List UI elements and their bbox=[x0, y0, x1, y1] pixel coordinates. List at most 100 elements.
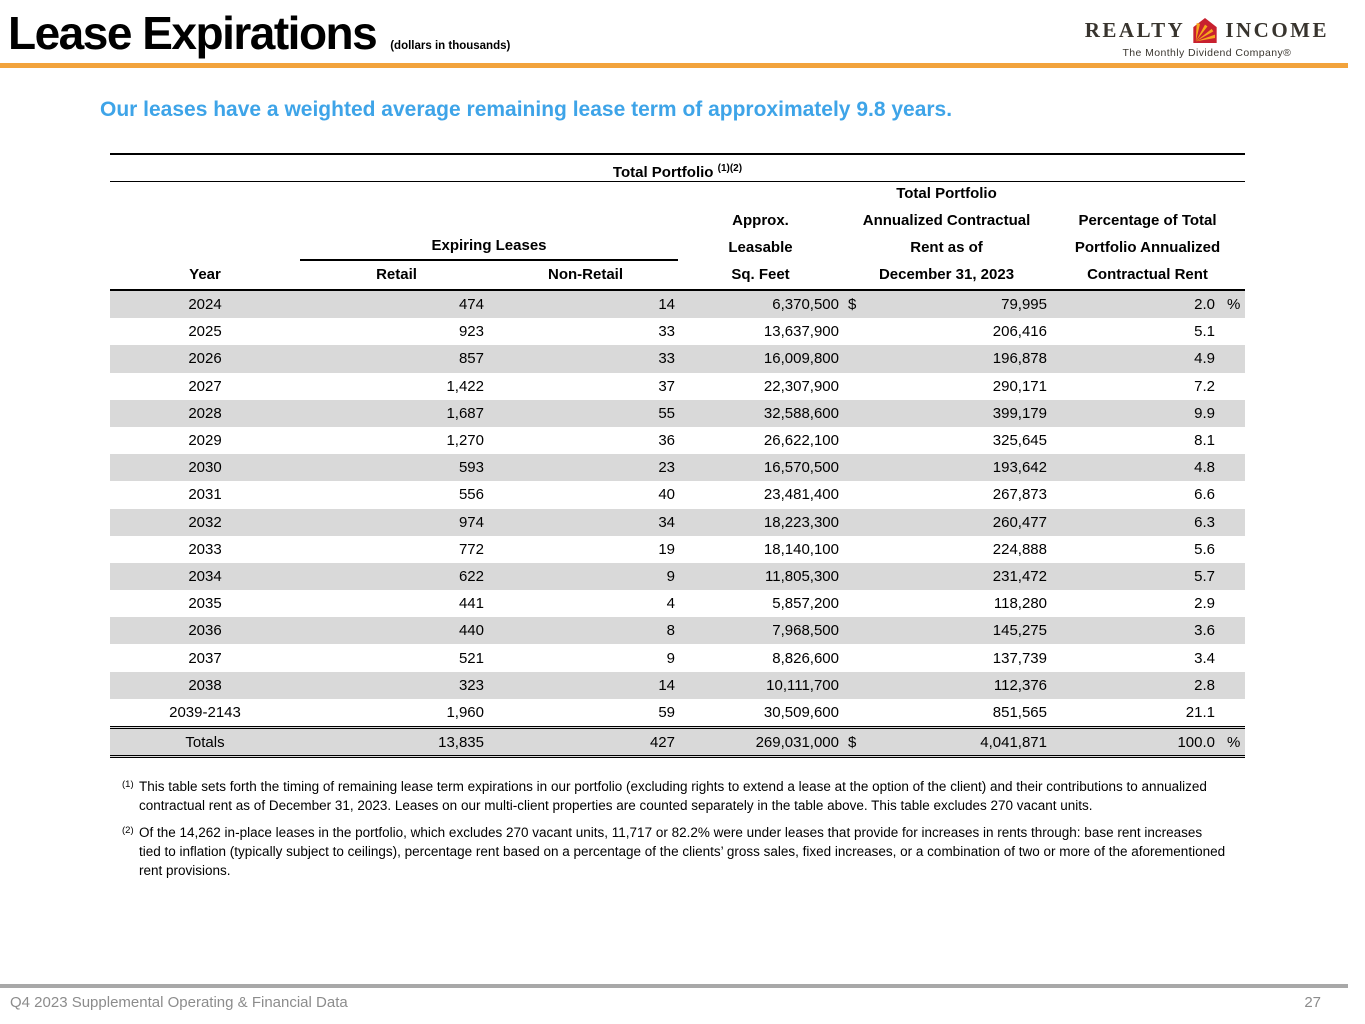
table-row: 2037 521 9 8,826,600 137,739 3.4 bbox=[110, 644, 1245, 671]
table-row: 2036 440 8 7,968,500 145,275 3.6 bbox=[110, 617, 1245, 645]
retail-cell: 474 bbox=[458, 296, 484, 314]
retail-cell: 1,960 bbox=[446, 703, 484, 721]
pct-cell: 4.8 bbox=[1194, 459, 1215, 477]
sqft-cell: 32,588,600 bbox=[763, 404, 839, 422]
rent-cell: 4,041,871 bbox=[980, 733, 1047, 751]
year-cell: 2032 bbox=[188, 513, 222, 531]
sqft-cell: 8,826,600 bbox=[772, 649, 839, 667]
col-header-retail: Retail bbox=[376, 266, 417, 283]
table-row: 2032 974 34 18,223,300 260,477 6.3 bbox=[110, 508, 1245, 536]
retail-cell: 923 bbox=[458, 323, 484, 341]
logo-tagline: The Monthly Dividend Company® bbox=[1122, 47, 1292, 59]
nonretail-cell: 9 bbox=[666, 649, 675, 667]
retail-cell: 974 bbox=[458, 513, 484, 531]
nonretail-cell: 55 bbox=[658, 404, 675, 422]
pct-cell: 5.1 bbox=[1194, 323, 1215, 341]
totals-row: Totals 13,835 427 269,031,000 $4,041,871 100.… bbox=[110, 726, 1245, 758]
sqft-cell: 26,622,100 bbox=[763, 432, 839, 450]
table-row: 2035 441 4 5,857,200 118,280 2.9 bbox=[110, 590, 1245, 617]
table-row: 2029 1,270 36 26,622,100 325,645 8.1 bbox=[110, 427, 1245, 454]
sqft-cell: 18,223,300 bbox=[763, 513, 839, 531]
rent-cell: 137,739 bbox=[992, 649, 1047, 667]
sqft-cell: 22,307,900 bbox=[763, 377, 839, 395]
page-number: 27 bbox=[1304, 994, 1321, 1011]
percent-sign: % bbox=[1227, 296, 1241, 314]
sqft-cell: 18,140,100 bbox=[763, 540, 839, 558]
table-body: 2024 474 14 6,370,500 $79,995 2.0% 2025 923 33 13… bbox=[110, 291, 1245, 758]
year-cell: 2025 bbox=[188, 323, 222, 341]
table-row: 2034 622 9 11,805,300 231,472 5.7 bbox=[110, 562, 1245, 591]
sqft-cell: 13,637,900 bbox=[763, 323, 839, 341]
table-row: 2025 923 33 13,637,900 206,416 5.1 bbox=[110, 318, 1245, 345]
pct-cell: 3.4 bbox=[1194, 649, 1215, 667]
rent-cell: 325,645 bbox=[992, 432, 1047, 450]
year-cell: 2035 bbox=[188, 595, 222, 613]
retail-cell: 1,422 bbox=[446, 377, 484, 395]
table-row: 2026 857 33 16,009,800 196,878 4.9 bbox=[110, 345, 1245, 373]
pct-cell: 6.6 bbox=[1194, 486, 1215, 504]
rent-cell: 399,179 bbox=[992, 404, 1047, 422]
nonretail-cell: 59 bbox=[658, 703, 675, 721]
nonretail-cell: 23 bbox=[658, 459, 675, 477]
rent-cell: 206,416 bbox=[992, 323, 1047, 341]
expiring-leases-label: Expiring Leases bbox=[300, 232, 678, 261]
pct-cell: 2.8 bbox=[1194, 676, 1215, 694]
sqft-cell: 16,009,800 bbox=[763, 350, 839, 368]
retail-cell: 521 bbox=[458, 649, 484, 667]
nonretail-cell: 4 bbox=[666, 595, 675, 613]
nonretail-cell: 34 bbox=[658, 513, 675, 531]
table-row: 2031 556 40 23,481,400 267,873 6.6 bbox=[110, 481, 1245, 508]
page-header: Lease Expirations (dollars in thousands)… bbox=[0, 0, 1365, 68]
retail-cell: 857 bbox=[458, 350, 484, 368]
pct-cell: 7.2 bbox=[1194, 377, 1215, 395]
footnote-1-marker: (1) bbox=[122, 779, 134, 790]
sqft-cell: 5,857,200 bbox=[772, 595, 839, 613]
year-cell: 2033 bbox=[188, 540, 222, 558]
pct-cell: 100.0 bbox=[1177, 733, 1215, 751]
footnotes: (1) This table sets forth the timing of … bbox=[122, 778, 1227, 880]
sqft-cell: 30,509,600 bbox=[763, 703, 839, 721]
table-row: 2038 323 14 10,111,700 112,376 2.8 bbox=[110, 671, 1245, 699]
intro-statement: Our leases have a weighted average remai… bbox=[100, 98, 953, 121]
dollars-note: (dollars in thousands) bbox=[390, 40, 511, 52]
house-sunrise-icon bbox=[1193, 18, 1217, 43]
rent-cell: 196,878 bbox=[992, 350, 1047, 368]
lease-expirations-table: Total Portfolio (1)(2) Year Expiring Lea… bbox=[110, 153, 1245, 758]
pct-cell: 2.9 bbox=[1194, 595, 1215, 613]
footnote-2-text: Of the 14,262 in-place leases in the por… bbox=[139, 825, 1226, 878]
retail-cell: 1,687 bbox=[446, 404, 484, 422]
rent-cell: 224,888 bbox=[992, 540, 1047, 558]
rent-cell: 112,376 bbox=[993, 676, 1047, 694]
sqft-cell: 16,570,500 bbox=[763, 459, 839, 477]
table-column-headers: Year Expiring Leases Retail Non-Retail A… bbox=[110, 182, 1245, 291]
year-cell: 2024 bbox=[188, 296, 222, 314]
nonretail-cell: 427 bbox=[649, 733, 675, 751]
nonretail-cell: 8 bbox=[666, 622, 675, 640]
retail-cell: 556 bbox=[458, 486, 484, 504]
col-header-year: Year bbox=[189, 266, 221, 283]
rent-cell: 118,280 bbox=[993, 595, 1047, 613]
rent-cell: 145,275 bbox=[992, 622, 1047, 640]
nonretail-cell: 14 bbox=[658, 676, 675, 694]
pct-cell: 6.3 bbox=[1194, 513, 1215, 531]
year-cell: 2037 bbox=[188, 649, 222, 667]
pct-cell: 3.6 bbox=[1194, 622, 1215, 640]
rent-cell: 290,171 bbox=[992, 377, 1047, 395]
logo-text-income: INCOME bbox=[1225, 18, 1329, 42]
pct-cell: 2.0 bbox=[1194, 296, 1215, 314]
dollar-sign: $ bbox=[848, 733, 857, 751]
title-accent-rule bbox=[0, 63, 1348, 68]
retail-cell: 622 bbox=[458, 567, 484, 585]
rent-cell: 851,565 bbox=[992, 703, 1047, 721]
table-row: 2027 1,422 37 22,307,900 290,171 7.2 bbox=[110, 373, 1245, 400]
table-row: 2039-2143 1,960 59 30,509,600 851,565 21.1 bbox=[110, 699, 1245, 726]
dollar-sign: $ bbox=[848, 296, 857, 314]
retail-cell: 441 bbox=[458, 595, 484, 613]
pct-cell: 9.9 bbox=[1194, 404, 1215, 422]
col-group-expiring-leases: Expiring Leases Retail Non-Retail bbox=[300, 182, 678, 289]
rent-cell: 79,995 bbox=[1001, 296, 1047, 314]
retail-cell: 1,270 bbox=[446, 432, 484, 450]
col-header-sqft: Approx. Leasable Sq. Feet bbox=[728, 212, 793, 283]
nonretail-cell: 9 bbox=[666, 567, 675, 585]
col-header-percentage: Percentage of Total Portfolio Annualized… bbox=[1074, 212, 1221, 283]
